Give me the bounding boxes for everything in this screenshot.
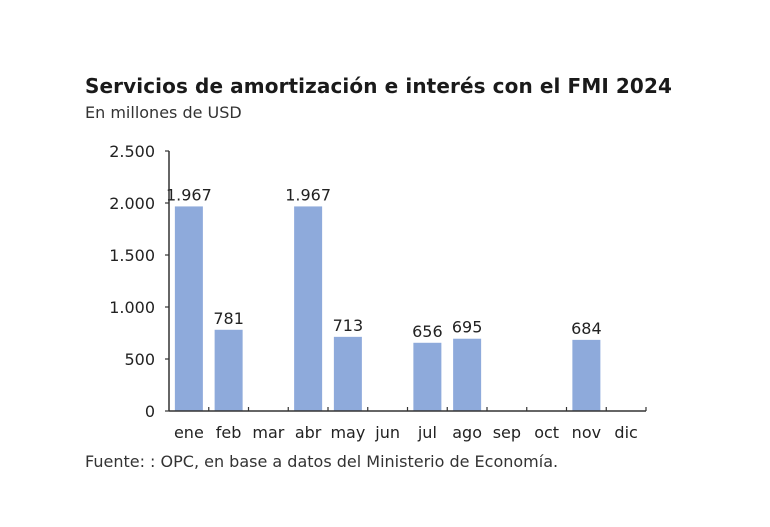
data-label-nov: 684	[571, 319, 602, 338]
y-tick-label: 1.000	[109, 298, 155, 317]
bar-jul	[413, 342, 442, 411]
y-tick-label: 500	[124, 350, 155, 369]
data-label-abr: 1.967	[285, 185, 331, 204]
data-label-jul: 656	[412, 322, 443, 341]
x-tick-label-ago: ago	[452, 423, 482, 442]
y-tick-label: 0	[145, 402, 155, 421]
x-axis-ticks: ene feb mar abr may jun jul ago sep oct nov dic	[174, 407, 647, 442]
y-tick-label: 2.000	[109, 194, 155, 213]
y-tick-label: 2.500	[109, 142, 155, 161]
bar-feb	[214, 329, 243, 411]
chart-subtitle: En millones de USD	[85, 103, 242, 122]
x-tick-label-jun: jun	[374, 423, 400, 442]
bar-may	[333, 336, 362, 411]
data-label-may: 713	[333, 316, 364, 335]
x-tick-label-ene: ene	[174, 423, 204, 442]
x-tick-label-may: may	[330, 423, 365, 442]
x-tick-label-feb: feb	[216, 423, 242, 442]
bar-nov	[572, 339, 601, 411]
x-tick-label-abr: abr	[295, 423, 322, 442]
bar-ago	[453, 338, 482, 411]
y-tick-label: 1.500	[109, 246, 155, 265]
x-tick-label-oct: oct	[534, 423, 559, 442]
x-tick-label-nov: nov	[572, 423, 601, 442]
bar-abr	[294, 206, 323, 411]
x-tick-label-jul: jul	[417, 423, 437, 442]
x-tick-label-dic: dic	[614, 423, 637, 442]
data-label-feb: 781	[213, 309, 244, 328]
chart-source-note: Fuente: : OPC, en base a datos del Minis…	[85, 452, 559, 471]
chart-title: Servicios de amortización e interés con …	[85, 74, 672, 98]
bar-ene	[174, 206, 203, 411]
data-label-ago: 695	[452, 318, 483, 337]
bars	[174, 206, 601, 411]
x-tick-label-mar: mar	[252, 423, 284, 442]
y-axis-ticks: 0 500 1.000 1.500 2.000 2.500	[109, 142, 169, 421]
x-tick-label-sep: sep	[493, 423, 521, 442]
data-labels: 1.967 781 1.967 713 656 695 684	[166, 185, 602, 340]
data-label-ene: 1.967	[166, 185, 212, 204]
